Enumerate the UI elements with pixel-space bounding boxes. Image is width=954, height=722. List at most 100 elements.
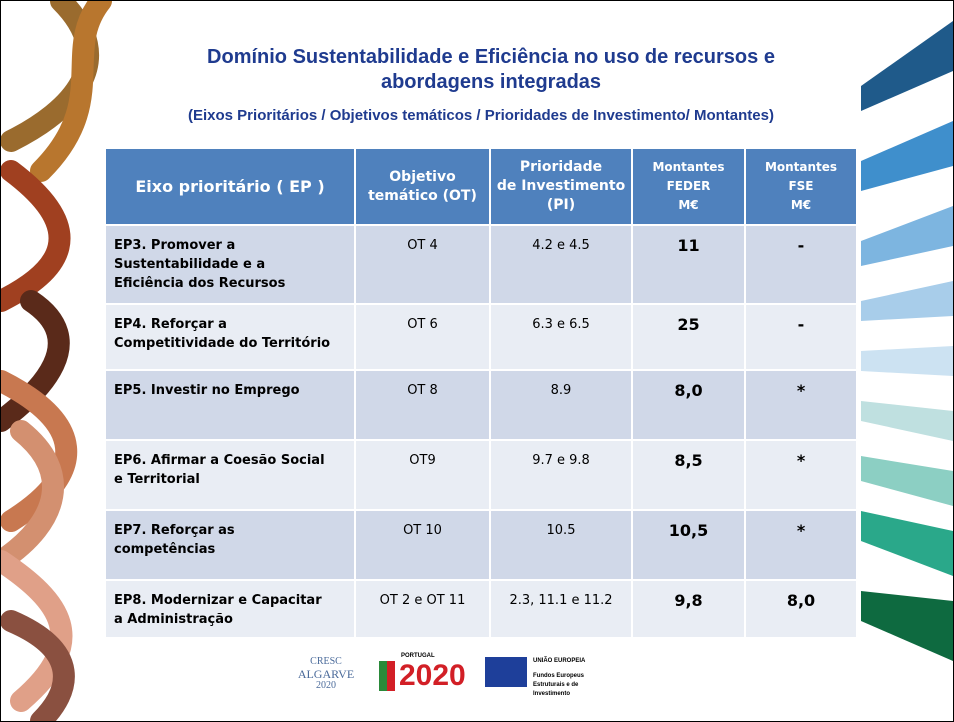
cell-text: 8.9 [491,381,631,400]
cell-text: * [746,381,856,400]
flag-red [387,661,395,691]
cell-text: EP8. Modernizar e Capacitar [114,591,354,610]
cell-text: 9,8 [633,591,744,610]
header-text: Objetivo [356,168,489,187]
logo-text: Estruturais e de [533,681,585,690]
title: Domínio Sustentabilidade e Eficiência no… [121,45,861,95]
cell-text: 8,0 [633,381,744,400]
cell-text: OT 2 e OT 11 [356,591,489,610]
table-cell: OT 8 [356,371,491,441]
table-cell: 6.3 e 6.5 [491,305,633,371]
header-text: FEDER [633,177,744,196]
cell-text: 4.2 e 4.5 [491,236,631,255]
title-line: abordagens integradas [121,70,861,95]
cell-text: 6.3 e 6.5 [491,315,631,334]
table-cell: 11 [633,226,746,305]
table-cell: EP5. Investir no Emprego [106,371,356,441]
cell-text: 9.7 e 9.8 [491,451,631,470]
cell-text: Competitividade do Território [114,334,354,353]
cell-text: a Administração [114,610,354,629]
cell-text: 10.5 [491,521,631,540]
table-cell: * [746,511,858,581]
portugal-logo: PORTUGAL 2020 [379,653,479,693]
table-cell: * [746,441,858,511]
header-text: M€ [633,196,744,215]
logo-text: ALGARVE [286,668,366,680]
header-text: de Investimento [491,177,631,196]
cell-text: EP7. Reforçar as [114,521,354,540]
cell-text: 10,5 [633,521,744,540]
cell-text: Eficiência dos Recursos [114,274,354,293]
cell-text: OT 8 [356,381,489,400]
table-cell: OT 4 [356,226,491,305]
flag-green [379,661,387,691]
cell-text: * [746,521,856,540]
table-cell: OT9 [356,441,491,511]
cell-text: Sustentabilidade e a [114,255,354,274]
title-line: Domínio Sustentabilidade e Eficiência no… [121,45,861,70]
table-cell: 8.9 [491,371,633,441]
cell-text: 8,5 [633,451,744,470]
cell-text: * [746,451,856,470]
logo-year: 2020 [399,659,466,693]
table-cell: - [746,305,858,371]
table-cell: 9,8 [633,581,746,639]
table-cell: * [746,371,858,441]
cell-text: 11 [633,236,744,255]
eu-text: UNIÃO EUROPEIA Fundos Europeus Estrutura… [533,657,585,699]
header-text: temático (OT) [356,187,489,206]
cell-text: e Territorial [114,470,354,489]
logo-text: UNIÃO EUROPEIA [533,657,585,666]
table-cell: - [746,226,858,305]
cell-text: 2.3, 11.1 e 11.2 [491,591,631,610]
logo-text: Fundos Europeus [533,672,585,681]
table-cell: 10.5 [491,511,633,581]
cell-text: OT 4 [356,236,489,255]
logo-text: Investimento [533,690,585,699]
cell-text: - [746,315,856,334]
cell-text: EP6. Afirmar a Coesão Social [114,451,354,470]
cell-text: - [746,236,856,255]
header-text: Montantes [746,158,856,177]
slide: Domínio Sustentabilidade e Eficiência no… [0,0,954,722]
table-cell: 4.2 e 4.5 [491,226,633,305]
header-text: Prioridade [491,158,631,177]
cell-text: competências [114,540,354,559]
eu-flag [485,657,527,687]
table-cell: 8,0 [746,581,858,639]
subtitle: (Eixos Prioritários / Objetivos temático… [101,107,861,124]
table-cell: OT 10 [356,511,491,581]
cell-text: OT 6 [356,315,489,334]
cell-text: 8,0 [746,591,856,610]
cell-text: EP5. Investir no Emprego [114,381,354,400]
table-cell: 10,5 [633,511,746,581]
table-cell: OT 2 e OT 11 [356,581,491,639]
cell-text: OT9 [356,451,489,470]
cell-text: EP4. Reforçar a [114,315,354,334]
header-text: Eixo prioritário ( EP ) [106,177,354,196]
logo-text: 2020 [286,680,366,692]
cell-text: 25 [633,315,744,334]
table-cell: 2.3, 11.1 e 11.2 [491,581,633,639]
cell-text: EP3. Promover a [114,236,354,255]
header-text: (PI) [491,196,631,215]
table-cell: 8,5 [633,441,746,511]
table-cell: 25 [633,305,746,371]
header-text: FSE [746,177,856,196]
header-cell: Eixo prioritário ( EP ) [106,149,356,226]
header-text: Montantes [633,158,744,177]
table-cell: 9.7 e 9.8 [491,441,633,511]
header-text: M€ [746,196,856,215]
cresc-logo: CRESC ALGARVE 2020 [286,656,366,696]
table-cell: OT 6 [356,305,491,371]
cell-text: OT 10 [356,521,489,540]
